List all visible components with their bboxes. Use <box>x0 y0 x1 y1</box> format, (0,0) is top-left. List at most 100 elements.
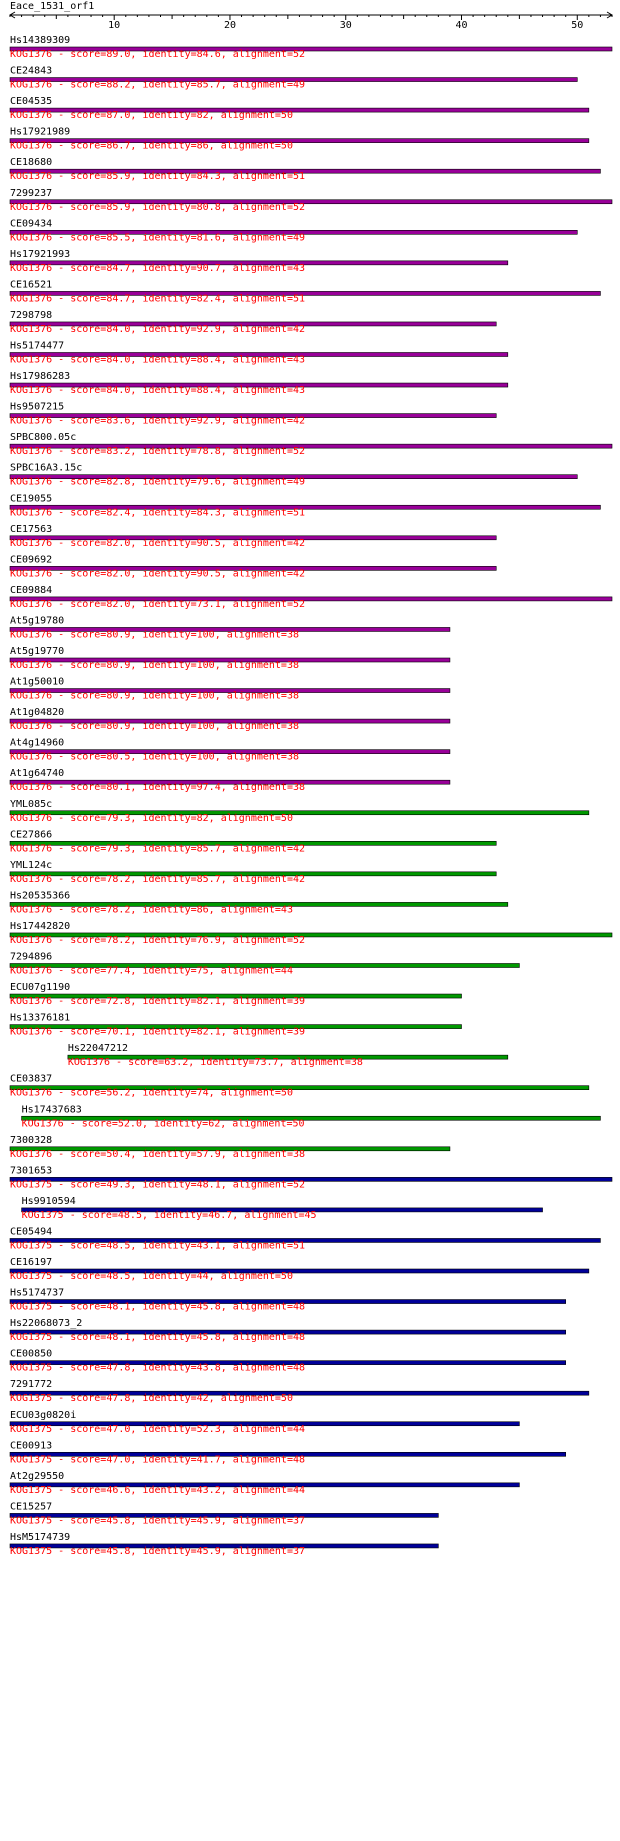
hit-name: At1g64740 <box>10 768 64 779</box>
hit-row: YML085c KOG1376 - score=79.3, identity=82… <box>9 799 590 824</box>
hit-info: KOG1376 - score=83.2, identity=78.8, ali… <box>10 446 305 457</box>
hit-name: CE15257 <box>10 1501 52 1512</box>
hit-bar <box>9 840 497 846</box>
hit-name: 7294896 <box>10 952 52 963</box>
hit-name: CE09434 <box>10 218 52 229</box>
hit-name: Hs17437683 <box>22 1104 82 1115</box>
hit-bar <box>9 352 509 357</box>
hit-info: KOG1376 - score=56.2, identity=74, align… <box>10 1088 293 1099</box>
hit-info: KOG1376 - score=78.2, identity=85.7, ali… <box>10 874 305 885</box>
hit-row: 7300328 KOG1376 - score=50.4, identity=57… <box>9 1135 451 1160</box>
hit-info: KOG1376 - score=80.9, identity=100, alig… <box>10 691 299 702</box>
hit-bar <box>9 932 613 938</box>
hit-info: KOG1375 - score=47.8, identity=43.8, ali… <box>10 1363 305 1374</box>
hit-row: CE18680 KOG1376 - score=85.9, identity=84… <box>9 157 601 182</box>
hit-bar <box>9 779 451 785</box>
hit-row: Hs20535366 KOG1376 - score=78.2, identity… <box>9 890 509 915</box>
hit-row: YML124c KOG1376 - score=78.2, identity=85… <box>9 860 497 885</box>
hit-name: Hs22047212 <box>68 1043 128 1054</box>
hit-bar <box>9 1299 566 1304</box>
hit-name: SPBC800.05c <box>10 432 76 443</box>
hit-bar <box>9 1360 566 1365</box>
hit-name: CE19055 <box>10 493 52 504</box>
hit-name: Hs14389309 <box>10 35 70 46</box>
hit-bar <box>9 46 613 52</box>
hit-info: KOG1375 - score=48.5, identity=46.7, ali… <box>22 1210 317 1221</box>
hit-bar <box>9 718 451 724</box>
hit-bar <box>9 1238 601 1243</box>
hit-name: YML085c <box>10 799 52 810</box>
hit-name: Hs17986283 <box>10 371 70 382</box>
hit-row: CE16197 KOG1375 - score=48.5, identity=44… <box>9 1257 590 1282</box>
hit-info: KOG1376 - score=85.9, identity=80.8, ali… <box>10 202 305 213</box>
hit-row: 7291772 KOG1375 - score=47.8, identity=42… <box>9 1379 590 1404</box>
hit-name: YML124c <box>10 860 52 871</box>
hit-info: KOG1376 - score=50.4, identity=57.9, ali… <box>10 1149 305 1160</box>
hit-row: CE04535 KOG1376 - score=87.0, identity=82… <box>9 96 590 121</box>
axis-tick-label: 10 <box>108 20 120 31</box>
hit-bar <box>9 810 590 816</box>
hit-row: Hs9910594 KOG1375 - score=48.5, identity=… <box>21 1196 543 1221</box>
hit-info: KOG1375 - score=45.8, identity=45.9, ali… <box>10 1515 305 1526</box>
hit-name: CE03837 <box>10 1074 52 1085</box>
hit-row: ECU03g0820i KOG1375 - score=47.0, identit… <box>9 1410 520 1435</box>
hit-row: At1g50010 KOG1376 - score=80.9, identity=… <box>9 677 451 702</box>
hit-row: SPBC800.05c KOG1376 - score=83.2, identit… <box>9 432 613 457</box>
hit-name: 7298798 <box>10 310 52 321</box>
hit-row: CE09884 KOG1376 - score=82.0, identity=73… <box>9 585 613 610</box>
hit-bar <box>9 596 613 602</box>
hit-name: Hs5174477 <box>10 341 64 352</box>
hit-bar <box>9 993 462 999</box>
hit-info: KOG1376 - score=80.5, identity=100, alig… <box>10 752 299 763</box>
hit-bar <box>9 138 590 143</box>
hit-bar <box>9 260 509 266</box>
hit-row: HsM5174739 KOG1375 - score=45.8, identity… <box>9 1532 439 1557</box>
hit-bar <box>9 1421 520 1427</box>
hit-info: KOG1376 - score=80.1, identity=97.4, ali… <box>10 782 305 793</box>
hit-row: CE05494 KOG1375 - score=48.5, identity=43… <box>9 1226 601 1251</box>
hit-bar <box>9 413 497 418</box>
hit-info: KOG1375 - score=49.3, identity=48.1, ali… <box>10 1179 305 1190</box>
hit-name: CE09884 <box>10 585 52 596</box>
hit-name: CE24843 <box>10 66 52 77</box>
hit-name: Hs13376181 <box>10 1013 70 1024</box>
hit-bar <box>9 382 509 388</box>
hit-name: At4g14960 <box>10 738 64 749</box>
hit-info: KOG1376 - score=85.9, identity=84.3, ali… <box>10 171 305 182</box>
hit-row: CE09434 KOG1376 - score=85.5, identity=81… <box>9 218 578 243</box>
hit-row: At1g04820 KOG1376 - score=80.9, identity=… <box>9 707 451 732</box>
hit-row: Hs17921989 KOG1376 - score=86.7, identity… <box>9 127 590 152</box>
hit-row: 7301653 KOG1375 - score=49.3, identity=48… <box>9 1165 613 1190</box>
hit-bar <box>9 107 590 113</box>
hit-name: Hs5174737 <box>10 1288 64 1299</box>
hit-info: KOG1376 - score=84.0, identity=88.4, ali… <box>10 355 305 366</box>
hit-info: KOG1376 - score=80.9, identity=100, alig… <box>10 660 299 671</box>
hit-row: ECU07g1190 KOG1376 - score=72.8, identity… <box>9 982 462 1007</box>
axis-tick-label: 50 <box>571 20 583 31</box>
hit-info: KOG1376 - score=78.2, identity=86, align… <box>10 904 293 915</box>
hit-info: KOG1376 - score=82.4, identity=84.3, ali… <box>10 507 305 518</box>
hit-bar <box>9 1543 439 1549</box>
hit-row: Hs17437683 KOG1376 - score=52.0, identity… <box>21 1104 601 1129</box>
hit-bar <box>9 321 497 327</box>
hit-bar <box>9 443 613 449</box>
hit-list: Hs14389309 KOG1376 - score=89.0, identity… <box>9 35 613 1557</box>
hit-bar <box>9 566 497 571</box>
hit-row: At5g19780 KOG1376 - score=80.9, identity=… <box>9 615 451 640</box>
hit-row: SPBC16A3.15c KOG1376 - score=82.8, identi… <box>9 463 578 488</box>
hit-name: ECU03g0820i <box>10 1410 76 1421</box>
hit-name: At1g50010 <box>10 677 64 688</box>
hit-bar <box>9 168 601 174</box>
hit-info: KOG1375 - score=47.0, identity=52.3, ali… <box>10 1424 305 1435</box>
hit-name: At1g04820 <box>10 707 64 718</box>
hit-info: KOG1376 - score=84.0, identity=88.4, ali… <box>10 385 305 396</box>
hit-row: At2g29550 KOG1375 - score=46.6, identity=… <box>9 1471 520 1496</box>
hit-info: KOG1376 - score=86.7, identity=86, align… <box>10 141 293 152</box>
hit-row: 7299237 KOG1376 - score=85.9, identity=80… <box>9 188 613 213</box>
hit-info: KOG1375 - score=47.0, identity=41.7, ali… <box>10 1454 305 1465</box>
hit-name: CE16197 <box>10 1257 52 1268</box>
hit-name: SPBC16A3.15c <box>10 463 82 474</box>
hit-info: KOG1376 - score=80.9, identity=100, alig… <box>10 629 299 640</box>
hit-row: CE15257 KOG1375 - score=45.8, identity=45… <box>9 1501 439 1526</box>
hit-name: CE27866 <box>10 829 52 840</box>
